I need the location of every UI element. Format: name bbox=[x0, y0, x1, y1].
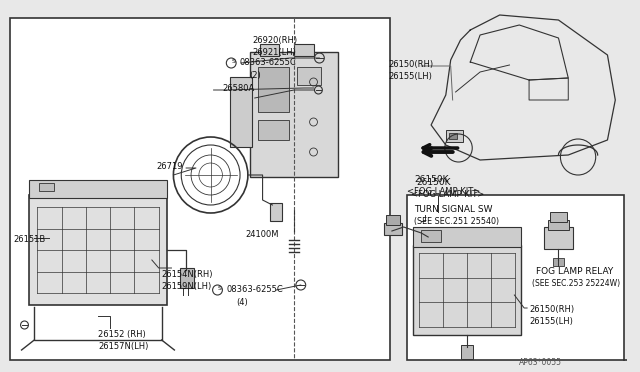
Bar bbox=[413, 245, 521, 335]
Bar bbox=[544, 227, 573, 249]
Text: (2): (2) bbox=[249, 71, 260, 80]
Bar bbox=[271, 203, 282, 221]
Text: (4): (4) bbox=[236, 298, 248, 307]
Bar bbox=[258, 120, 289, 140]
Bar bbox=[446, 130, 463, 142]
Bar bbox=[550, 212, 567, 222]
Text: 26920(RH): 26920(RH) bbox=[253, 36, 298, 45]
Bar bbox=[230, 77, 252, 147]
Bar bbox=[29, 195, 166, 305]
Text: 24100M: 24100M bbox=[246, 230, 279, 239]
Text: 08363-6255C: 08363-6255C bbox=[227, 285, 283, 294]
Text: 26155(LH): 26155(LH) bbox=[388, 72, 432, 81]
Text: 26719: 26719 bbox=[157, 162, 183, 171]
Bar bbox=[461, 345, 473, 359]
Text: 26152 (RH): 26152 (RH) bbox=[98, 330, 146, 339]
Bar bbox=[258, 67, 289, 112]
Bar bbox=[29, 180, 166, 198]
Bar bbox=[10, 18, 390, 360]
Bar bbox=[386, 215, 400, 225]
Text: 26150K: 26150K bbox=[415, 175, 449, 184]
Text: 26159N(LH): 26159N(LH) bbox=[162, 282, 212, 291]
Bar bbox=[421, 230, 441, 242]
Bar bbox=[260, 44, 279, 56]
Text: 26150(RH): 26150(RH) bbox=[529, 305, 574, 314]
Text: 26921(LH): 26921(LH) bbox=[253, 48, 297, 57]
Text: S: S bbox=[231, 58, 235, 64]
Text: 26580A: 26580A bbox=[223, 83, 255, 93]
Text: 26151B: 26151B bbox=[13, 235, 46, 244]
Bar bbox=[384, 223, 402, 235]
Text: S: S bbox=[218, 285, 221, 291]
Text: TURN SIGNAL SW: TURN SIGNAL SW bbox=[415, 205, 493, 214]
Bar bbox=[297, 67, 321, 85]
Text: 26150K: 26150K bbox=[417, 178, 451, 187]
Text: AP63*0055: AP63*0055 bbox=[519, 358, 563, 367]
Bar bbox=[449, 133, 456, 139]
Bar bbox=[180, 268, 194, 288]
Bar bbox=[250, 52, 338, 177]
Bar bbox=[413, 227, 521, 247]
Text: 26150(RH): 26150(RH) bbox=[388, 60, 433, 69]
Text: 26154N(RH): 26154N(RH) bbox=[162, 270, 213, 279]
Bar bbox=[294, 44, 314, 56]
Text: 08363-6255C: 08363-6255C bbox=[239, 58, 296, 67]
Text: 26155(LH): 26155(LH) bbox=[529, 317, 573, 326]
Bar bbox=[406, 195, 624, 360]
Text: FOG LAMP RELAY: FOG LAMP RELAY bbox=[536, 267, 613, 276]
Text: 26157N(LH): 26157N(LH) bbox=[98, 342, 148, 351]
Bar bbox=[548, 220, 569, 230]
Text: (SEE SEC.251 25540): (SEE SEC.251 25540) bbox=[415, 217, 500, 226]
Text: <FOG LAMP KIT>: <FOG LAMP KIT> bbox=[410, 190, 484, 199]
Bar bbox=[39, 183, 54, 191]
Text: <FOG LAMP KIT>: <FOG LAMP KIT> bbox=[406, 187, 480, 196]
Bar bbox=[552, 258, 564, 266]
Text: (SEE SEC.253 25224W): (SEE SEC.253 25224W) bbox=[532, 279, 620, 288]
